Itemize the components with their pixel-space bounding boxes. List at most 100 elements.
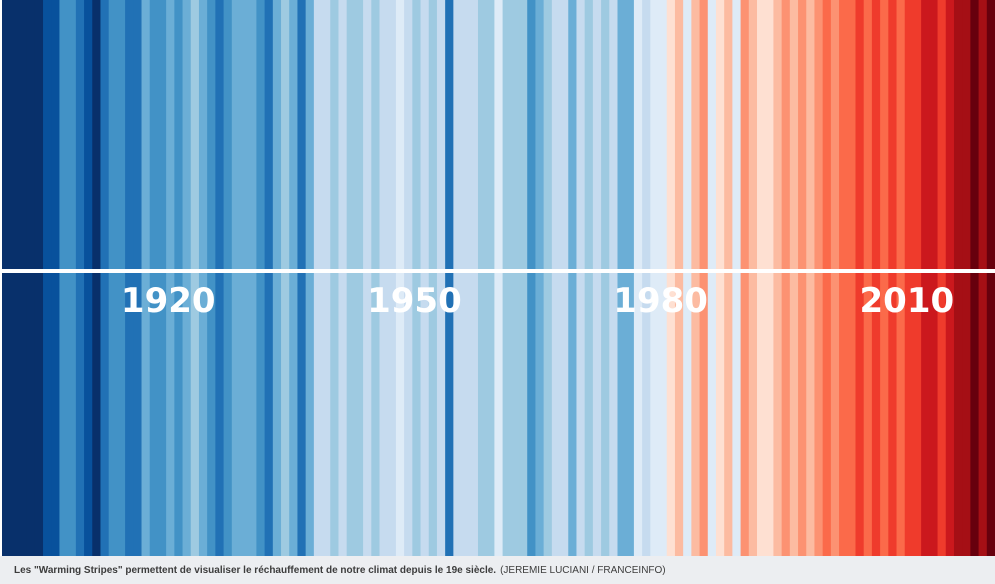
stripe-1993 [765,0,775,556]
stripe-1915 [125,0,134,556]
stripe-1916 [133,0,143,556]
stripe-2020 [986,0,995,556]
stripe-1945 [371,0,381,556]
stripe-1965 [535,0,545,556]
stripe-1942 [346,0,356,556]
stripe-1952 [428,0,438,556]
stripe-2009 [896,0,906,556]
stripe-2001 [830,0,840,556]
stripe-1935 [289,0,299,556]
stripe-1966 [543,0,553,556]
stripe-2019 [978,0,988,556]
stripe-1967 [551,0,561,556]
caption-credit: (JEREMIE LUCIANI / FRANCEINFO) [500,564,666,576]
stripe-2017 [962,0,971,556]
stripe-1929 [239,0,249,556]
stripes-group [2,0,995,556]
stripe-2012 [921,0,930,556]
stripe-1991 [748,0,758,556]
stripe-1934 [281,0,290,556]
year-label-2010: 2010 [860,281,955,321]
stripe-1914 [116,0,126,556]
stripe-1982 [674,0,684,556]
stripe-1950 [412,0,422,556]
stripe-1936 [297,0,307,556]
stripe-2006 [871,0,881,556]
stripe-1922 [182,0,192,556]
stripe-1951 [420,0,430,556]
stripe-2003 [847,0,857,556]
stripe-1907 [59,0,69,556]
stripe-1977 [633,0,643,556]
stripe-2016 [953,0,963,556]
stripe-1954 [445,0,454,556]
stripe-1940 [330,0,340,556]
stripe-1958 [477,0,487,556]
stripe-1997 [798,0,807,556]
stripe-1960 [494,0,504,556]
stripe-1968 [560,0,569,556]
stripe-1970 [576,0,586,556]
stripe-1930 [248,0,258,556]
stripe-1947 [387,0,397,556]
stripe-1994 [773,0,783,556]
warming-stripes-chart: 1920 1950 1980 2010 [2,0,995,556]
stripe-2013 [929,0,939,556]
stripe-1927 [223,0,233,556]
stripe-1981 [666,0,676,556]
stripe-1969 [568,0,578,556]
stripe-1925 [207,0,216,556]
stripe-1928 [231,0,241,556]
stripe-1955 [453,0,463,556]
stripe-1948 [395,0,405,556]
stripe-1973 [601,0,610,556]
stripe-1976 [625,0,635,556]
stripe-2011 [912,0,922,556]
stripe-1999 [814,0,824,556]
stripe-1989 [732,0,742,556]
stripe-1919 [157,0,167,556]
stripe-1946 [379,0,389,556]
stripe-1921 [174,0,184,556]
stripe-1938 [313,0,323,556]
stripe-1961 [502,0,512,556]
stripe-1996 [789,0,799,556]
warming-stripes-figure: 1920 1950 1980 2010 [2,0,995,556]
year-labels-group: 1920 1950 1980 2010 [121,281,954,321]
stripe-1939 [322,0,331,556]
stripe-2005 [863,0,873,556]
stripe-1918 [149,0,159,556]
stripe-1972 [592,0,602,556]
stripe-1980 [658,0,668,556]
year-label-1920: 1920 [121,281,216,321]
stripe-1985 [699,0,709,556]
stripe-2008 [888,0,898,556]
stripe-1913 [108,0,118,556]
image-caption: Les "Warming Stripes" permettent de visu… [0,556,995,584]
stripe-1990 [740,0,750,556]
stripe-1986 [707,0,717,556]
stripe-2007 [880,0,889,556]
stripe-1941 [338,0,348,556]
stripe-2010 [904,0,914,556]
stripe-1903 [26,0,36,556]
stripe-1957 [469,0,479,556]
stripe-1962 [510,0,520,556]
stripe-1912 [100,0,110,556]
stripe-1920 [166,0,175,556]
stripe-1937 [305,0,315,556]
stripe-1902 [18,0,28,556]
stripe-1964 [527,0,537,556]
stripe-2000 [822,0,832,556]
stripe-1953 [436,0,446,556]
stripe-1949 [404,0,413,556]
stripe-1933 [272,0,282,556]
stripe-1978 [642,0,651,556]
stripe-1900 [2,0,11,556]
stripe-1906 [51,0,61,556]
stripe-1984 [691,0,701,556]
caption-text: Les "Warming Stripes" permettent de visu… [14,564,497,576]
stripe-2018 [970,0,980,556]
stripe-1979 [650,0,660,556]
